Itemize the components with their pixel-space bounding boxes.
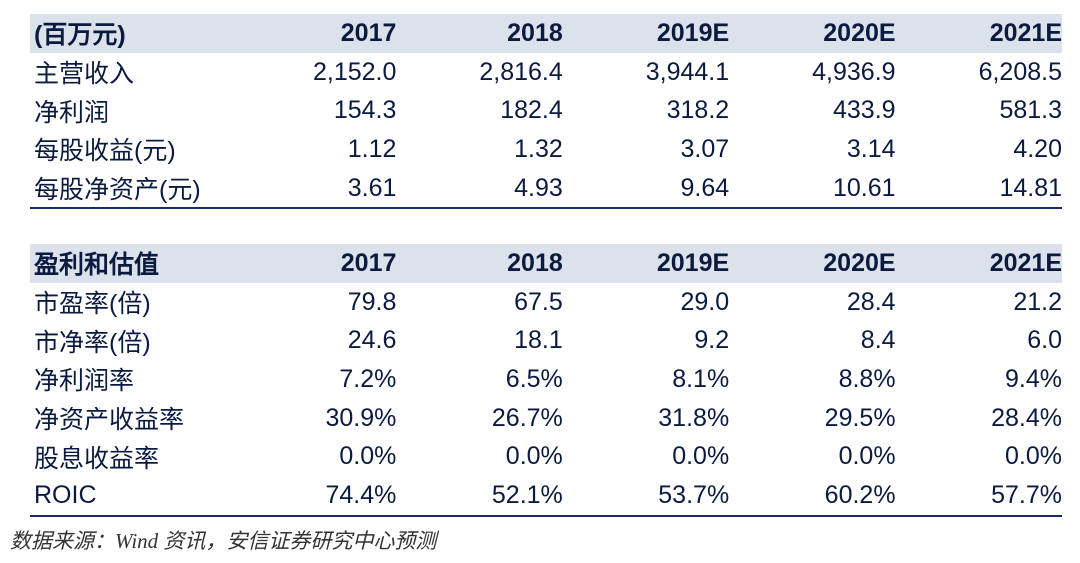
cell-value: 9.2: [694, 326, 730, 355]
header-year: 2017: [230, 14, 397, 53]
cell-value: 8.4: [860, 326, 896, 355]
table-row: 每股净资产(元) 3.61 4.93 9.64 10.61 14.81: [30, 169, 1062, 209]
row-label: 净利润率: [34, 367, 135, 396]
header-year: 2019E: [562, 14, 730, 53]
cell-value: 14.81: [999, 173, 1062, 202]
table-header-row: 盈利和估值 2017 2018 2019E 2020E 2021E: [30, 244, 1062, 283]
financial-summary-table: (百万元) 2017 2018 2019E 2020E 2021E 主营收入 2…: [30, 14, 1062, 210]
cell-value: 31.8%: [658, 403, 730, 432]
row-label: 净资产收益率: [34, 406, 185, 435]
cell-value: 0.0%: [838, 442, 896, 471]
cell-value: 24.6: [347, 326, 397, 355]
cell-value: 9.4%: [1005, 364, 1062, 393]
table-row: 市净率(倍) 24.6 18.1 9.2 8.4 6.0: [30, 321, 1062, 360]
cell-value: 318.2: [666, 96, 730, 125]
header-year: 2021E: [895, 14, 1062, 53]
row-label: 净利润: [34, 98, 110, 127]
cell-value: 3.61: [347, 173, 397, 202]
source-note: 数据来源：Wind 资讯，安信证券研究中心预测: [10, 529, 437, 553]
cell-value: 3,944.1: [645, 57, 730, 86]
cell-value: 52.1%: [491, 480, 563, 509]
cell-value: 2,816.4: [479, 57, 563, 86]
cell-value: 8.8%: [838, 364, 896, 393]
row-label: 市盈率(倍): [34, 290, 151, 319]
row-label: 市净率(倍): [34, 328, 151, 357]
header-year: 2017: [230, 244, 397, 283]
cell-value: 4.93: [514, 173, 563, 202]
cell-value: 28.4: [846, 287, 896, 316]
cell-value: 4.20: [1013, 134, 1062, 163]
cell-value: 0.0%: [1005, 442, 1062, 471]
cell-value: 30.9%: [325, 403, 397, 432]
row-label: 每股收益(元): [34, 137, 176, 166]
cell-value: 182.4: [500, 96, 563, 125]
cell-value: 2,152.0: [312, 57, 397, 86]
row-label: 主营收入: [34, 60, 135, 89]
cell-value: 6,208.5: [978, 57, 1062, 86]
cell-value: 21.2: [1013, 287, 1062, 316]
header-year: 2020E: [729, 14, 896, 53]
cell-value: 74.4%: [325, 480, 397, 509]
table-header-row: (百万元) 2017 2018 2019E 2020E 2021E: [30, 14, 1062, 53]
cell-value: 53.7%: [658, 480, 730, 509]
header-year: 2018: [396, 14, 563, 53]
cell-value: 1.12: [347, 134, 397, 163]
cell-value: 60.2%: [824, 480, 896, 509]
cell-value: 4,936.9: [812, 57, 896, 86]
cell-value: 57.7%: [991, 480, 1062, 509]
cell-value: 67.5: [514, 287, 563, 316]
table-row: 净资产收益率 30.9% 26.7% 31.8% 29.5% 28.4%: [30, 399, 1062, 438]
header-section-label: 盈利和估值: [30, 244, 230, 283]
cell-value: 0.0%: [672, 442, 730, 471]
cell-value: 8.1%: [672, 364, 730, 393]
header-year: 2019E: [562, 244, 730, 283]
cell-value: 6.5%: [505, 364, 563, 393]
table-row: 净利润 154.3 182.4 318.2 433.9 581.3: [30, 91, 1062, 130]
header-year: 2018: [396, 244, 563, 283]
header-year: 2021E: [895, 244, 1062, 283]
cell-value: 1.32: [514, 134, 563, 163]
cell-value: 3.14: [846, 134, 896, 163]
cell-value: 9.64: [680, 173, 730, 202]
table-row: 每股收益(元) 1.12 1.32 3.07 3.14 4.20: [30, 130, 1062, 169]
table-row: ROIC 74.4% 52.1% 53.7% 60.2% 57.7%: [30, 476, 1062, 516]
table-row: 净利润率 7.2% 6.5% 8.1% 8.8% 9.4%: [30, 360, 1062, 399]
table-row: 股息收益率 0.0% 0.0% 0.0% 0.0% 0.0%: [30, 437, 1062, 476]
header-unit-label: (百万元): [30, 14, 230, 53]
cell-value: 29.0: [680, 287, 730, 316]
table-row: 市盈率(倍) 79.8 67.5 29.0 28.4 21.2: [30, 283, 1062, 322]
cell-value: 28.4%: [991, 403, 1062, 432]
cell-value: 7.2%: [339, 364, 397, 393]
row-label: 股息收益率: [34, 444, 160, 473]
cell-value: 29.5%: [824, 403, 896, 432]
cell-value: 154.3: [333, 96, 397, 125]
cell-value: 6.0: [1027, 326, 1062, 355]
cell-value: 433.9: [833, 96, 896, 125]
cell-value: 0.0%: [505, 442, 563, 471]
table-row: 主营收入 2,152.0 2,816.4 3,944.1 4,936.9 6,2…: [30, 53, 1062, 92]
cell-value: 581.3: [999, 96, 1062, 125]
cell-value: 3.07: [680, 134, 730, 163]
cell-value: 0.0%: [339, 442, 397, 471]
cell-value: 10.61: [833, 173, 896, 202]
row-label: 每股净资产(元): [34, 176, 201, 205]
row-label: ROIC: [34, 480, 97, 509]
cell-value: 26.7%: [491, 403, 563, 432]
cell-value: 18.1: [514, 326, 563, 355]
cell-value: 79.8: [347, 287, 397, 316]
header-year: 2020E: [729, 244, 896, 283]
profitability-valuation-table: 盈利和估值 2017 2018 2019E 2020E 2021E 市盈率(倍)…: [30, 244, 1062, 517]
